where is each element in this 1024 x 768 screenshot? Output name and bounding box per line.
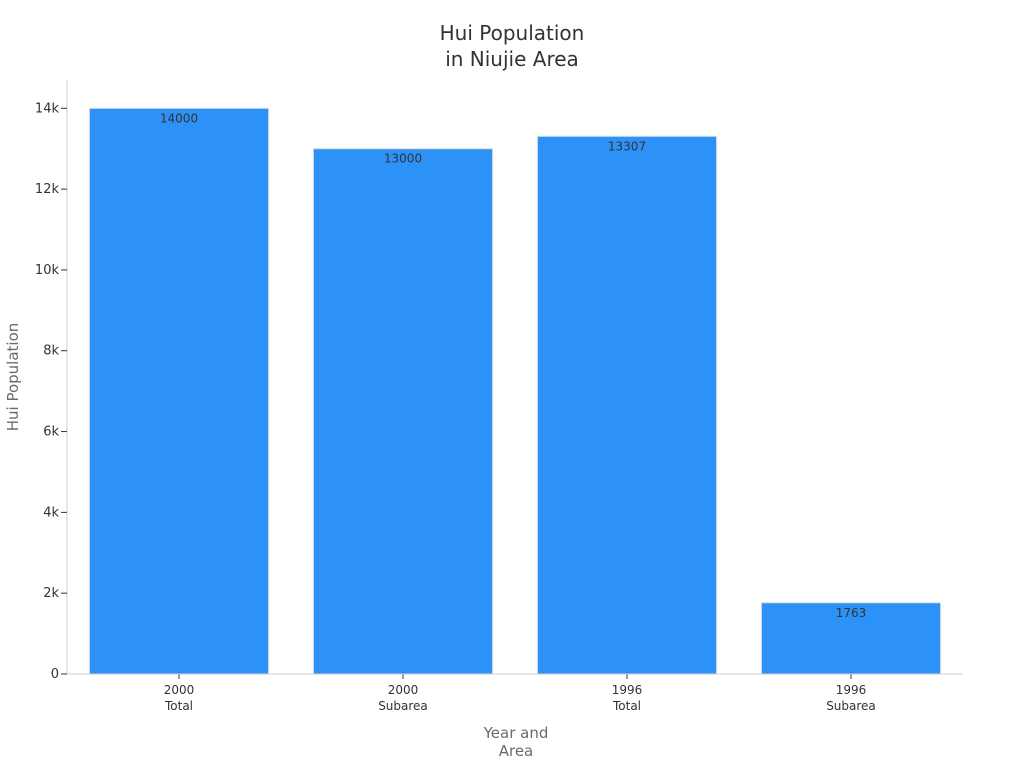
y-tick-label-7: 14k xyxy=(35,101,60,116)
x-axis-title-line-2: Area xyxy=(499,742,534,760)
x-tick-label-year-2: 2000 xyxy=(388,683,419,697)
x-tick-label-year-3: 1996 xyxy=(612,683,643,697)
data-label-1: 14000 xyxy=(160,111,198,125)
bar-1 xyxy=(88,107,270,675)
x-tick-label-year-1: 2000 xyxy=(164,683,195,697)
bar-4 xyxy=(760,602,942,675)
y-tick-label-1: 2k xyxy=(43,586,59,601)
y-axis-title: Hui Population xyxy=(4,323,22,432)
data-label-4: 1763 xyxy=(836,606,867,620)
x-axis: 2000 Total 2000 Subarea 1996 Total 1996 Subarea xyxy=(67,673,963,713)
x-tick-label-area-3: Total xyxy=(612,699,641,713)
data-label-3: 13307 xyxy=(608,139,646,153)
x-tick-label-area-2: Subarea xyxy=(378,699,428,713)
data-label-2: 13000 xyxy=(384,152,422,166)
x-tick-label-area-4: Subarea xyxy=(826,699,876,713)
y-tick-label-4: 8k xyxy=(43,344,59,359)
y-tick-label-5: 10k xyxy=(35,263,60,278)
y-axis: 0 2k 4k 6k 8k 10k 12k 14k xyxy=(35,80,68,682)
bar-2 xyxy=(312,148,494,675)
y-tick-label-0: 0 xyxy=(51,667,59,682)
y-tick-label-3: 6k xyxy=(43,425,59,440)
x-tick-label-year-4: 1996 xyxy=(836,683,867,697)
chart-title-line-1: Hui Population xyxy=(440,21,585,45)
y-tick-label-2: 4k xyxy=(43,505,59,520)
bar-3 xyxy=(536,135,718,675)
y-tick-label-6: 12k xyxy=(35,182,60,197)
x-axis-title-line-1: Year and xyxy=(483,724,549,742)
chart-title-line-2: in Niujie Area xyxy=(445,47,579,71)
x-tick-label-area-1: Total xyxy=(164,699,193,713)
bars-group: 14000 13000 13307 1763 xyxy=(88,107,942,675)
